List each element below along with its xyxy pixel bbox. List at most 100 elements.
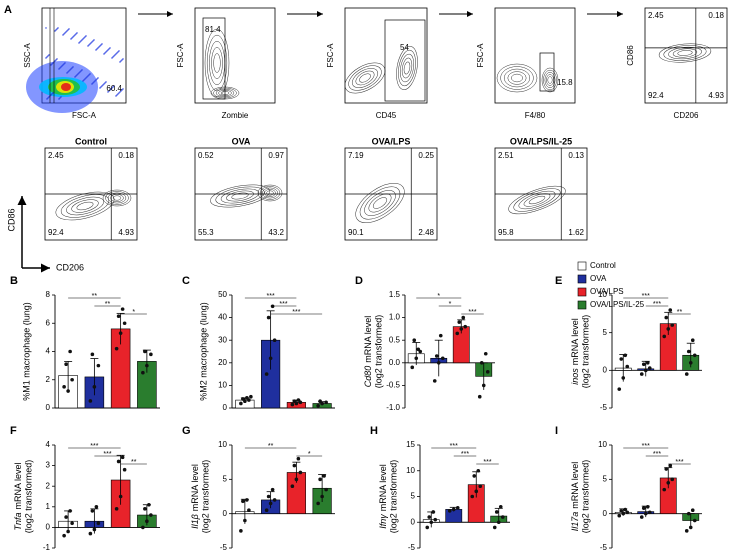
y-tick-label: -5 <box>600 403 608 412</box>
data-point <box>645 505 650 509</box>
contour <box>508 185 566 215</box>
event <box>116 52 118 54</box>
data-point <box>88 399 93 403</box>
event <box>55 29 57 31</box>
contour <box>372 197 388 209</box>
y-tick-label: -5 <box>600 543 608 552</box>
density <box>61 83 71 91</box>
data-point <box>416 347 421 352</box>
event <box>90 42 92 44</box>
y-axis-label: (log2 transformed) <box>388 460 398 534</box>
event <box>72 36 74 38</box>
data-point <box>64 362 68 367</box>
plot-frame <box>494 7 576 104</box>
event <box>99 87 101 89</box>
y-axis-label: (log2 transformed) <box>373 315 383 389</box>
y-axis-label: %M2 macrophage (lung) <box>198 302 208 401</box>
data-point <box>90 352 95 357</box>
legend-swatch <box>577 274 587 284</box>
data-point <box>316 403 320 408</box>
gate-value: 81.4 <box>205 25 221 34</box>
event <box>71 67 73 69</box>
y-tick-label: 10 <box>218 381 227 390</box>
y-axis-text: mRNA level <box>378 464 388 511</box>
legend-label: OVA/LPS/IL-25 <box>590 300 645 309</box>
contour <box>528 195 546 205</box>
data-point <box>690 338 695 343</box>
event <box>50 94 52 96</box>
y-tick-label: 5 <box>411 492 416 501</box>
contour <box>71 199 99 213</box>
data-point <box>264 508 269 513</box>
event <box>59 67 61 69</box>
data-point <box>412 338 417 343</box>
event <box>120 60 122 62</box>
panel-label: I <box>555 425 558 437</box>
data-point <box>68 509 72 513</box>
quadrant-value: 0.13 <box>568 151 584 160</box>
event <box>62 64 64 66</box>
y-axis-gene: Tnfa <box>13 513 23 531</box>
quadrant-value: 0.52 <box>198 151 214 160</box>
contour <box>359 73 371 83</box>
legend-label: OVA/LPS <box>590 287 624 296</box>
data-point <box>477 394 482 399</box>
data-point <box>492 525 497 530</box>
quadrant-value: 0.97 <box>268 151 284 160</box>
data-point <box>318 399 322 404</box>
event <box>79 41 81 43</box>
data-point <box>116 459 121 464</box>
event <box>59 97 61 99</box>
significance-label: *** <box>279 301 287 308</box>
contour <box>257 184 283 202</box>
event <box>51 63 53 65</box>
event <box>64 62 66 64</box>
data-point <box>294 477 299 482</box>
data-point <box>114 346 119 351</box>
contour <box>496 63 538 93</box>
significance-label: *** <box>642 293 650 300</box>
y-axis-gene: Cd80 <box>363 366 373 388</box>
data-point <box>264 372 269 376</box>
event <box>47 55 49 57</box>
contour <box>500 66 534 90</box>
data-point <box>666 480 671 485</box>
contour <box>403 61 411 75</box>
data-point <box>647 366 652 370</box>
contour <box>112 195 122 201</box>
event <box>84 78 86 80</box>
event <box>48 96 50 98</box>
legend-label: OVA <box>590 274 607 283</box>
data-point <box>639 515 644 519</box>
data-point <box>268 501 273 506</box>
y-tick-label: 0 <box>223 403 228 412</box>
contour <box>399 53 415 83</box>
y-axis-label: inos mRNA level <box>570 318 580 385</box>
quadrant-value: 7.19 <box>348 151 364 160</box>
event <box>103 83 105 85</box>
significance-label: ** <box>677 309 683 316</box>
event <box>50 64 52 66</box>
y-axis-label: (log2 transformed) <box>580 460 590 534</box>
data-point <box>245 396 249 400</box>
data-point <box>62 533 66 538</box>
contour <box>76 201 94 211</box>
data-point <box>476 468 481 473</box>
data-point <box>62 385 66 389</box>
event <box>109 89 111 91</box>
event <box>57 27 59 29</box>
y-tick-label: 1.5 <box>389 290 401 299</box>
quadrant-value: 2.51 <box>498 151 514 160</box>
event <box>101 85 103 87</box>
y-tick-label: 0.5 <box>389 335 401 344</box>
y-tick-label: 0 <box>223 509 228 518</box>
plot-title: OVA/LPS/IL-25 <box>510 136 572 146</box>
y-tick-label: 0 <box>46 523 51 532</box>
data-point <box>485 370 490 374</box>
significance-label: ** <box>92 293 98 300</box>
data-point <box>686 349 691 354</box>
contour <box>231 192 249 200</box>
event <box>120 90 122 92</box>
data-point <box>643 511 648 516</box>
